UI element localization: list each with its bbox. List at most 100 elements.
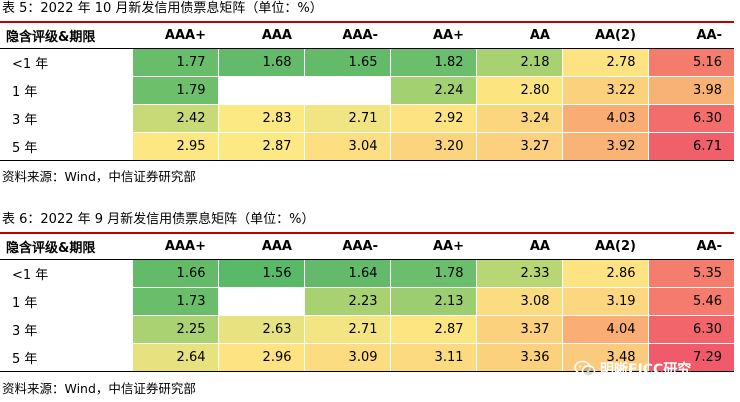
table-row: 1 年 1.73 2.23 2.13 3.08 3.19 5.46 xyxy=(0,287,734,316)
header-aaa: AAA xyxy=(218,234,304,260)
table-5-source: 资料来源：Wind，中信证券研究部 xyxy=(2,169,196,184)
table-5: 隐含评级&期限 AAA+ AAA AAA- AA+ AA AA(2) AA- <… xyxy=(0,23,734,161)
wechat-icon xyxy=(574,360,596,377)
value-cell: 1.82 xyxy=(389,48,476,77)
header-aa-plus: AA+ xyxy=(390,23,476,49)
value-cell: 2.87 xyxy=(217,132,304,161)
value-cell: 3.48 xyxy=(561,343,648,372)
value-cell: 5.35 xyxy=(647,259,734,288)
watermark-text: 明晰FICC研究 xyxy=(600,362,692,378)
header-aaa-minus: AAA- xyxy=(304,234,390,260)
table-6-header-row: 隐含评级&期限 AAA+ AAA AAA- AA+ AA AA(2) AA- xyxy=(0,234,734,260)
value-cell: 2.78 xyxy=(561,48,648,77)
value-cell: 1.65 xyxy=(303,48,390,77)
value-cell: 3.11 xyxy=(389,343,476,372)
row-label: 5 年 xyxy=(0,343,132,372)
header-aa: AA xyxy=(476,234,562,260)
row-label: <1 年 xyxy=(0,48,132,77)
value-cell: 2.18 xyxy=(475,48,562,77)
value-cell: 1.77 xyxy=(131,48,218,77)
value-cell: 3.04 xyxy=(303,132,390,161)
value-cell: 6.30 xyxy=(647,315,734,344)
value-cell: 1.64 xyxy=(303,259,390,288)
table-row: 3 年 2.42 2.83 2.71 2.92 3.24 4.03 6.30 xyxy=(0,104,734,133)
value-cell: 2.71 xyxy=(303,104,390,133)
table-6-title: 表 6：2022 年 9 月新发信用债票息矩阵（单位：%） xyxy=(2,212,315,227)
table-6-source: 资料来源：Wind，中信证券研究部 xyxy=(2,381,196,396)
header-aaa-minus: AAA- xyxy=(304,23,390,49)
value-cell: 1.56 xyxy=(217,259,304,288)
header-aa-minus: AA- xyxy=(648,234,734,260)
value-cell: 1.66 xyxy=(131,259,218,288)
value-cell: 2.33 xyxy=(475,259,562,288)
value-cell: 3.22 xyxy=(561,76,648,105)
value-cell: 2.25 xyxy=(131,315,218,344)
header-rating-term: 隐含评级&期限 xyxy=(0,23,132,49)
value-cell: 3.20 xyxy=(389,132,476,161)
value-cell: 2.23 xyxy=(303,287,390,316)
table-6: 隐含评级&期限 AAA+ AAA AAA- AA+ AA AA(2) AA- <… xyxy=(0,234,734,372)
value-cell: 2.96 xyxy=(217,343,304,372)
value-cell: 2.87 xyxy=(389,315,476,344)
row-label: 1 年 xyxy=(0,76,132,105)
table-row: 3 年 2.25 2.63 2.71 2.87 3.37 4.04 6.30 xyxy=(0,315,734,344)
row-label: 5 年 xyxy=(0,132,132,161)
value-cell xyxy=(303,76,390,105)
watermark: 明晰FICC研究 xyxy=(574,359,691,379)
value-cell: 2.92 xyxy=(389,104,476,133)
table-row: 5 年 2.95 2.87 3.04 3.20 3.27 3.92 6.71 xyxy=(0,132,734,161)
row-label: <1 年 xyxy=(0,259,132,288)
table-row: <1 年 1.77 1.68 1.65 1.82 2.18 2.78 5.16 xyxy=(0,48,734,77)
value-cell: 2.63 xyxy=(217,315,304,344)
value-cell: 2.24 xyxy=(389,76,476,105)
value-cell: 6.71 xyxy=(647,132,734,161)
value-cell xyxy=(217,76,304,105)
row-label: 3 年 xyxy=(0,104,132,133)
value-cell: 3.08 xyxy=(475,287,562,316)
value-cell: 2.80 xyxy=(475,76,562,105)
value-cell: 3.92 xyxy=(561,132,648,161)
row-label: 3 年 xyxy=(0,315,132,344)
value-cell: 5.46 xyxy=(647,287,734,316)
value-cell: 2.64 xyxy=(131,343,218,372)
value-cell: 3.37 xyxy=(475,315,562,344)
table-5-top-rule xyxy=(0,21,734,23)
row-label: 1 年 xyxy=(0,287,132,316)
value-cell: 3.36 xyxy=(475,343,562,372)
value-cell: 2.71 xyxy=(303,315,390,344)
value-cell: 2.83 xyxy=(217,104,304,133)
value-cell: 2.42 xyxy=(131,104,218,133)
header-aaa: AAA xyxy=(218,23,304,49)
header-aa-minus: AA- xyxy=(648,23,734,49)
table-row: <1 年 1.66 1.56 1.64 1.78 2.33 2.86 5.35 xyxy=(0,259,734,288)
value-cell: 3.98 xyxy=(647,76,734,105)
table-5-title: 表 5：2022 年 10 月新发信用债票息矩阵（单位：%） xyxy=(2,1,323,16)
value-cell: 3.27 xyxy=(475,132,562,161)
header-aaa-plus: AAA+ xyxy=(132,234,218,260)
value-cell: 3.09 xyxy=(303,343,390,372)
value-cell: 6.30 xyxy=(647,104,734,133)
value-cell: 1.68 xyxy=(217,48,304,77)
table-row: 1 年 1.79 2.24 2.80 3.22 3.98 xyxy=(0,76,734,105)
value-cell: 1.73 xyxy=(131,287,218,316)
header-rating-term: 隐含评级&期限 xyxy=(0,234,132,260)
value-cell: 2.86 xyxy=(561,259,648,288)
table-5-header-row: 隐含评级&期限 AAA+ AAA AAA- AA+ AA AA(2) AA- xyxy=(0,23,734,49)
value-cell: 5.16 xyxy=(647,48,734,77)
value-cell: 1.79 xyxy=(131,76,218,105)
value-cell: 2.95 xyxy=(131,132,218,161)
value-cell: 3.19 xyxy=(561,287,648,316)
table-6-top-rule xyxy=(0,232,734,234)
value-cell: 4.03 xyxy=(561,104,648,133)
value-cell: 7.29 xyxy=(647,343,734,372)
header-aaa-plus: AAA+ xyxy=(132,23,218,49)
value-cell xyxy=(217,287,304,316)
header-aa: AA xyxy=(476,23,562,49)
header-aa-plus: AA+ xyxy=(390,234,476,260)
value-cell: 1.78 xyxy=(389,259,476,288)
value-cell: 4.04 xyxy=(561,315,648,344)
value-cell: 2.13 xyxy=(389,287,476,316)
header-aa2: AA(2) xyxy=(562,234,648,260)
header-aa2: AA(2) xyxy=(562,23,648,49)
table-row: 5 年 2.64 2.96 3.09 3.11 3.36 3.48 7.29 xyxy=(0,343,734,372)
